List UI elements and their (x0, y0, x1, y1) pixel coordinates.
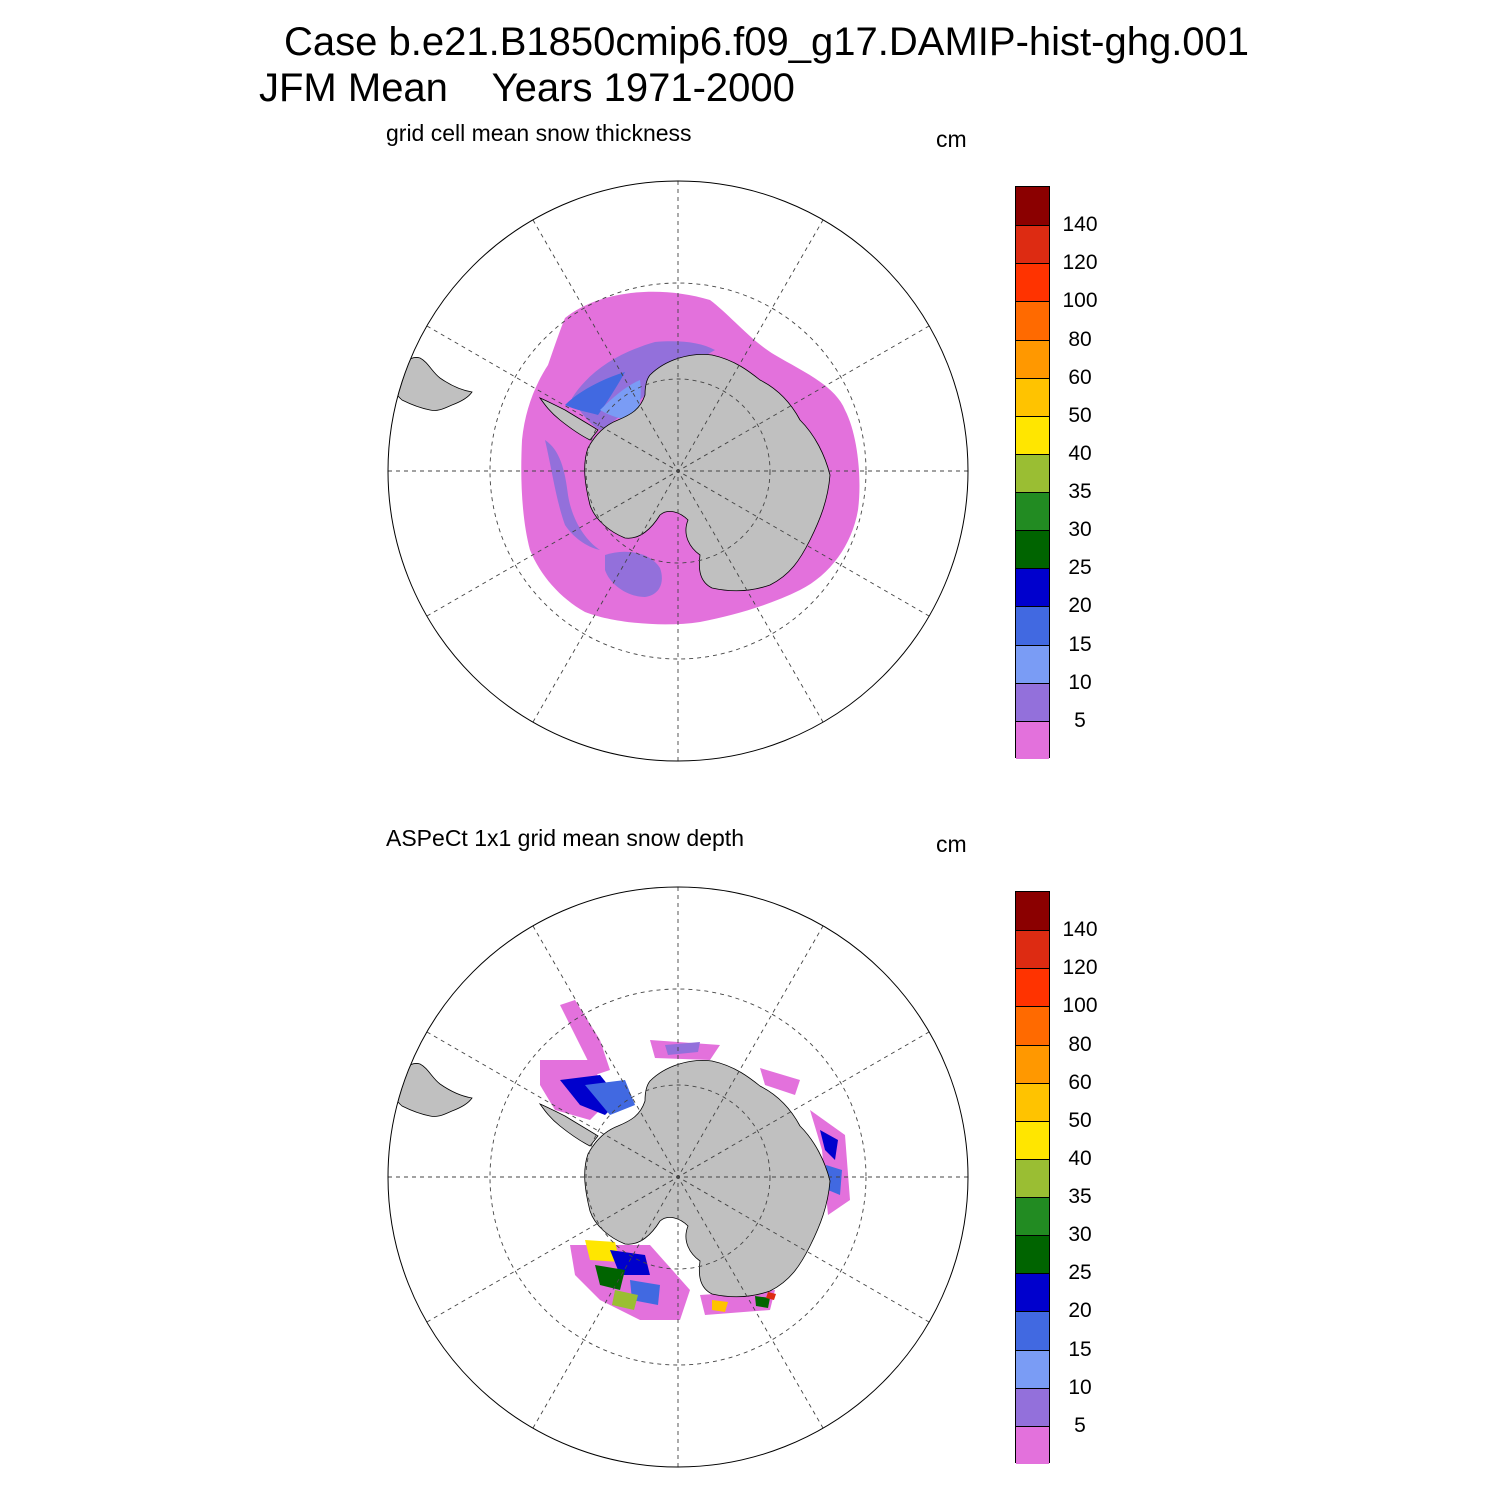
season-label: JFM Mean (259, 66, 448, 110)
colorbar-tick-label: 20 (1068, 1299, 1092, 1323)
south-america-land-bottom (394, 1063, 473, 1117)
colorbar-box (1016, 1158, 1049, 1198)
colorbar-box (1016, 453, 1049, 493)
colorbar-tick-label: 80 (1068, 1032, 1092, 1056)
colorbar-box (1016, 720, 1049, 759)
colorbar-tick-label: 50 (1068, 1108, 1092, 1132)
colorbar-tick-label: 35 (1068, 480, 1092, 504)
snow-field-purple-3 (545, 440, 600, 550)
colorbar-tick-label: 60 (1068, 365, 1092, 389)
top-graticule (388, 181, 968, 761)
colorbar-tick-label: 120 (1062, 956, 1098, 980)
colorbar-tick-label: 30 (1068, 518, 1092, 542)
colorbar-tick-label: 100 (1062, 289, 1098, 313)
colorbar-tick-label: 35 (1068, 1185, 1092, 1209)
colorbar-tick-label: 20 (1068, 594, 1092, 618)
panel-2-units: cm (936, 831, 967, 857)
colorbar-tick-label: 25 (1068, 1261, 1092, 1285)
colorbar-box (1016, 1197, 1049, 1236)
colorbar-tick-label: 120 (1062, 251, 1098, 275)
colorbar-box (1016, 415, 1049, 454)
colorbar-box (1016, 1387, 1049, 1426)
map-aspect-snow-depth (387, 886, 969, 1468)
bottom-graticule (388, 887, 968, 1467)
antarctica-land-bottom (584, 1060, 831, 1298)
colorbar-box (1016, 301, 1049, 340)
colorbar-box (1016, 1425, 1049, 1464)
colorbar-tick-label: 5 (1074, 1413, 1086, 1437)
colorbar-box (1016, 263, 1049, 302)
colorbar-tick-label: 15 (1068, 1337, 1092, 1361)
colorbar-box (1016, 1006, 1049, 1045)
colorbar-box (1016, 377, 1049, 416)
colorbar-box (1016, 1349, 1049, 1388)
colorbar-box (1016, 1082, 1049, 1121)
colorbar-tick-label: 15 (1068, 632, 1092, 656)
antarctica-land (584, 354, 831, 592)
colorbar-box (1016, 892, 1049, 931)
colorbar-tick-label: 10 (1068, 670, 1092, 694)
map-model-snow-thickness (387, 180, 969, 762)
panel-1-title: grid cell mean snow thickness (386, 120, 692, 146)
colorbar-top (1015, 186, 1050, 759)
colorbar-tick-label: 30 (1068, 1223, 1092, 1247)
colorbar-tick-label: 25 (1068, 556, 1092, 580)
colorbar-box (1016, 568, 1049, 607)
colorbar-tick-label: 80 (1068, 327, 1092, 351)
figure-title: Case b.e21.B1850cmip6.f09_g17.DAMIP-hist… (284, 20, 1250, 64)
colorbar-box (1016, 682, 1049, 721)
south-america-land (394, 357, 473, 411)
colorbar-tick-label: 50 (1068, 403, 1092, 427)
colorbar-bottom (1015, 891, 1050, 1464)
colorbar-tick-label: 40 (1068, 441, 1092, 465)
antarctic-peninsula-bottom (538, 1103, 599, 1147)
colorbar-box (1016, 225, 1049, 264)
colorbar-box (1016, 644, 1049, 683)
map-bottom-border (387, 886, 969, 1468)
colorbar-box (1016, 1273, 1049, 1312)
colorbar-box (1016, 968, 1049, 1007)
colorbar-box (1016, 1120, 1049, 1159)
panel-2-title: ASPeCt 1x1 grid mean snow depth (386, 825, 744, 851)
colorbar-box (1016, 930, 1049, 969)
obs-patches (540, 1000, 850, 1320)
snow-field-lightblue (600, 380, 641, 420)
map-top-border (387, 180, 969, 762)
panel-1-units: cm (936, 126, 967, 152)
colorbar-box (1016, 187, 1049, 226)
colorbar-box (1016, 530, 1049, 569)
colorbar-tick-label: 140 (1062, 918, 1098, 942)
colorbar-box (1016, 606, 1049, 645)
colorbar-box (1016, 339, 1049, 378)
colorbar-box (1016, 1044, 1049, 1083)
colorbar-tick-label: 60 (1068, 1070, 1092, 1094)
colorbar-tick-label: 10 (1068, 1375, 1092, 1399)
colorbar-tick-label: 5 (1074, 708, 1086, 732)
colorbar-tick-label: 40 (1068, 1146, 1092, 1170)
snow-field-purple-2 (605, 551, 662, 597)
snow-field-blue (565, 372, 625, 415)
years-label: Years 1971-2000 (491, 66, 795, 110)
colorbar-box (1016, 1311, 1049, 1350)
colorbar-box (1016, 492, 1049, 531)
antarctic-peninsula (538, 397, 599, 441)
figure-subtitle: JFM Mean Years 1971-2000 (259, 66, 795, 111)
colorbar-box (1016, 1235, 1049, 1274)
colorbar-tick-label: 140 (1062, 213, 1098, 237)
colorbar-tick-label: 100 (1062, 994, 1098, 1018)
